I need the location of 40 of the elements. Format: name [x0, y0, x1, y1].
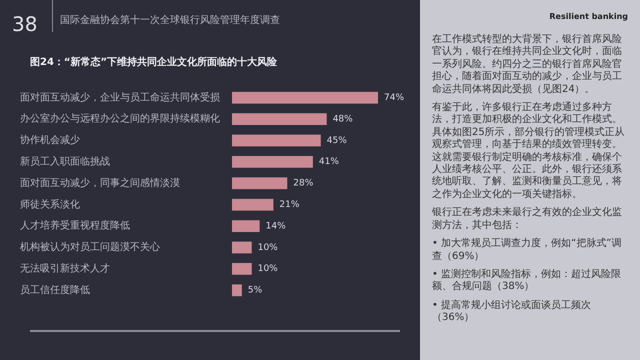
text: 38	[12, 12, 38, 36]
text: 国际金融协会第十一次全球银行风险管理年度调查	[60, 14, 280, 27]
data-label: 14%	[266, 221, 286, 232]
data-label: 5%	[248, 286, 263, 296]
text: • 提高常规小组讨论或面谈员工频次（36%）	[432, 300, 592, 325]
bar	[232, 134, 321, 146]
bar	[232, 220, 260, 232]
y-tick-label: 机构被认为对员工问题漠不关心	[20, 241, 160, 254]
y-tick-label: 新员工入职面临挑战	[20, 155, 110, 168]
bar	[232, 92, 378, 104]
bar	[232, 242, 252, 254]
text: • 监测控制和风险指标，例如：超过风险限额、合规问题（38%）	[432, 268, 622, 294]
data-label: 21%	[279, 200, 300, 210]
data-label: 10%	[258, 264, 278, 274]
data-label: 45%	[326, 136, 348, 146]
text: • 加大常规员工调查力度，例如“把脉式”调查（69%）	[432, 238, 622, 263]
y-tick-label: 师徒关系淡化	[20, 198, 80, 210]
text: 在工作模式转型的大背景下，银行首席风险官认为，银行在维持共同企业文化时，面临一系列风险。约四分之三的银行首席风险官担心，随着面对面互动的减少，企业与员工命运共同体将因此受损（见图24）。	[432, 34, 623, 96]
bar	[232, 156, 313, 168]
data-label: 74%	[384, 93, 404, 104]
bar	[232, 113, 327, 125]
bar	[232, 177, 288, 190]
y-tick-label: 面对面互动减少，同事之间感情淡漠	[20, 176, 180, 189]
y-tick-label: 办公室办公与远程办公之间的界限持续模糊化	[20, 112, 220, 125]
y-tick-label: 无法吸引新技术人才	[20, 262, 110, 274]
bar	[232, 284, 242, 296]
bar	[232, 263, 252, 275]
text: 银行正在考虑未来最行之有效的企业文化监测方法，其中包括：	[432, 207, 623, 232]
data-label: 41%	[318, 157, 340, 168]
data-label: 28%	[293, 178, 314, 189]
data-label: 10%	[258, 242, 278, 253]
bar	[232, 198, 274, 211]
text: Resilient banking	[549, 12, 628, 21]
y-tick-label: 员工信任度降低	[20, 284, 90, 296]
text: 有鉴于此，许多银行正在考虑通过多种方法，打造更加积极的企业文化和工作模式。具体如图25所示，部分银行的管理模式正从观察式管理，向基于结果的绩效管理转变。这就需要银行制定明确的考核标准，确保个人业绩考核公平、公正。此外，银行还须系统地听取、了解、监测和衡量员工意见，将之作为企业文化的一项关键指标。	[432, 102, 626, 202]
y-tick-label: 面对面互动减少，企业与员工命运共同体受损	[20, 91, 220, 104]
data-label: 48%	[332, 114, 354, 124]
chart-title: 图24：“新常态”下维持共同企业文化所面临的十大风险	[30, 55, 278, 69]
y-tick-label: 协作机会减少	[20, 134, 80, 146]
y-tick-label: 人才培养受重视程度降低	[20, 220, 130, 232]
